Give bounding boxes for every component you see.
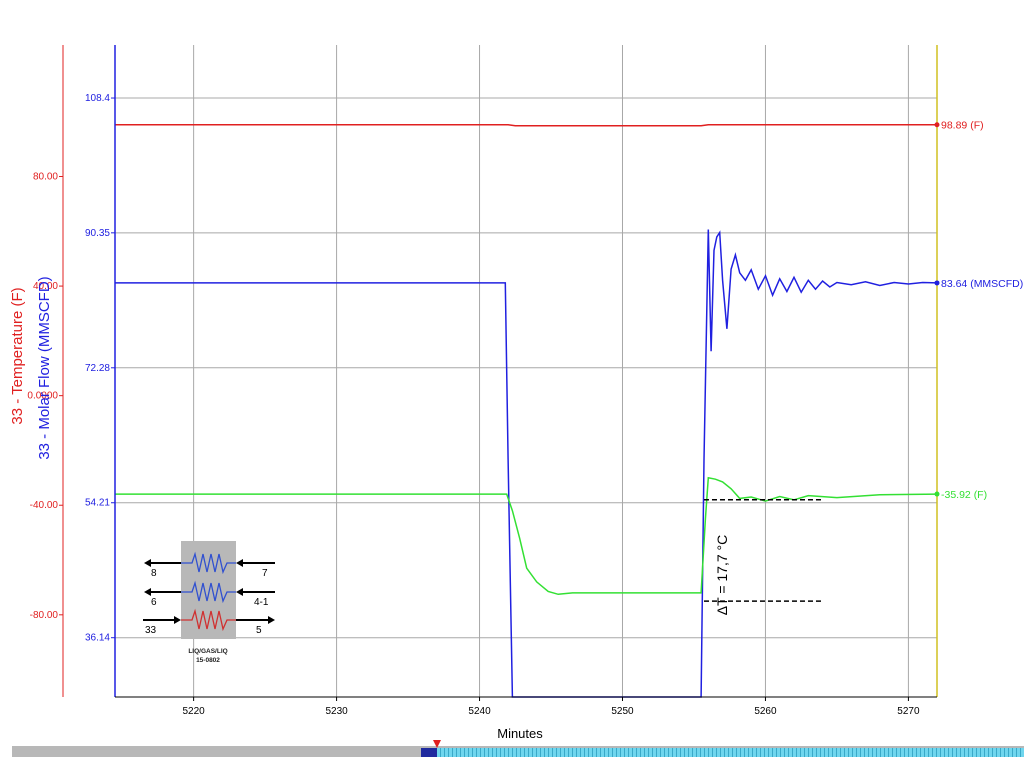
scroll-position-marker [433, 740, 441, 748]
series-line [115, 123, 937, 127]
stream-8-arrowhead [144, 559, 151, 567]
stream-8-label: 8 [151, 568, 157, 579]
flow-tick-label: 72.28 [85, 363, 110, 374]
x-tick-labels: 5220 5230 5240 5250 5260 5270 [183, 697, 920, 717]
flow-tick-label: 108.4 [85, 93, 110, 104]
x-tick-label: 5220 [183, 706, 206, 717]
flow-tick-label: 54.21 [85, 498, 110, 509]
series-line [115, 229, 938, 698]
x-tick-label: 5240 [468, 706, 491, 717]
scrollbar-track[interactable] [437, 748, 1024, 757]
delta-t-annotation: ΔT = 17,7 °C [714, 535, 730, 615]
series-end-labels: 98.89 (F) 83.64 (MMSCFD) -35.92 (F) [934, 120, 1023, 501]
reference-lines [703, 499, 823, 602]
series-end-label: -35.92 (F) [941, 489, 987, 501]
flow-tick-labels: 108.4 90.35 72.28 54.21 36.14 [85, 93, 115, 644]
plot-area [115, 45, 937, 697]
series-end-marker [934, 280, 940, 286]
scrollbar-thumb[interactable] [421, 748, 437, 757]
heat-exchanger-icon: 8 6 33 7 4-1 5 LIQ/GAS/LIQ 15-0802 [143, 541, 275, 664]
horizontal-grid [115, 97, 937, 639]
x-axis-label: Minutes [497, 726, 543, 741]
flow-tick-label: 90.35 [85, 228, 110, 239]
stream-4-1-label: 4-1 [254, 597, 269, 608]
temperature-axis-label: 33 - Temperature (F) [9, 287, 26, 424]
series-end-marker [934, 122, 940, 128]
stream-5-label: 5 [256, 625, 262, 636]
x-tick-label: 5250 [611, 706, 634, 717]
exchanger-coil-blue-1 [181, 551, 236, 575]
series-end-label: 83.64 (MMSCFD) [941, 278, 1023, 290]
stream-6-arrowhead [144, 588, 151, 596]
stream-33-label: 33 [145, 625, 157, 636]
stream-4-1-arrowhead [236, 588, 243, 596]
temperature-tick-label: -80.00 [30, 610, 59, 621]
vertical-grid [193, 45, 909, 697]
x-tick-label: 5260 [754, 706, 777, 717]
temperature-tick-label: 40.00 [33, 281, 58, 292]
x-tick-label: 5270 [897, 706, 920, 717]
x-tick-label: 5230 [325, 706, 348, 717]
stream-7-arrowhead [236, 559, 243, 567]
temperature-tick-label: 80.00 [33, 171, 58, 182]
temperature-tick-label: -40.00 [30, 500, 59, 511]
temperature-tick-labels: 80.00 40.00 0.0000 -40.00 -80.00 [27, 171, 63, 621]
exchanger-caption-type: LIQ/GAS/LIQ [188, 648, 227, 655]
flow-tick-label: 36.14 [85, 633, 110, 644]
series-end-label: 98.89 (F) [941, 120, 984, 132]
stream-33-arrowhead [174, 616, 181, 624]
axes [62, 45, 938, 698]
stream-6-label: 6 [151, 597, 157, 608]
temperature-tick-label: 0.0000 [27, 391, 58, 402]
series-end-marker [934, 491, 940, 497]
exchanger-coil-blue-2 [181, 580, 236, 604]
flow-axis-label: 33 - Molar Flow (MMSCFD) [36, 276, 53, 459]
exchanger-coil-red [181, 608, 236, 632]
stream-5-arrowhead [268, 616, 275, 624]
stream-7-label: 7 [262, 568, 268, 579]
exchanger-caption-id: 15-0802 [196, 657, 220, 664]
